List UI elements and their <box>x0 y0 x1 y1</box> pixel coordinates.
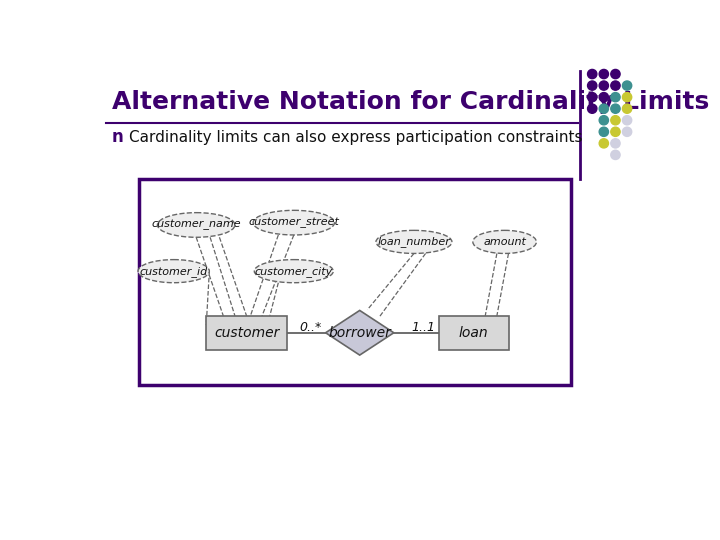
Circle shape <box>588 81 597 90</box>
Circle shape <box>599 104 608 113</box>
Text: 1..1: 1..1 <box>411 321 436 334</box>
Text: customer_city: customer_city <box>255 266 333 276</box>
Text: 0..*: 0..* <box>299 321 321 334</box>
FancyBboxPatch shape <box>139 179 571 385</box>
Text: Alternative Notation for Cardinality Limits: Alternative Notation for Cardinality Lim… <box>112 90 709 114</box>
FancyBboxPatch shape <box>206 316 287 350</box>
Circle shape <box>622 127 631 137</box>
Text: n: n <box>112 128 123 146</box>
Ellipse shape <box>158 213 235 237</box>
Circle shape <box>611 116 620 125</box>
Ellipse shape <box>253 210 335 235</box>
Circle shape <box>599 81 608 90</box>
Circle shape <box>611 70 620 79</box>
Text: Cardinality limits can also express participation constraints: Cardinality limits can also express part… <box>129 130 582 145</box>
Circle shape <box>599 127 608 137</box>
FancyBboxPatch shape <box>438 316 508 350</box>
Ellipse shape <box>254 260 333 283</box>
Circle shape <box>599 139 608 148</box>
Text: customer: customer <box>214 326 279 340</box>
Polygon shape <box>325 310 394 355</box>
Circle shape <box>622 92 631 102</box>
Circle shape <box>611 127 620 137</box>
Circle shape <box>588 92 597 102</box>
Circle shape <box>611 104 620 113</box>
Circle shape <box>599 116 608 125</box>
Circle shape <box>611 150 620 159</box>
Circle shape <box>611 139 620 148</box>
Text: borrower: borrower <box>328 326 391 340</box>
Circle shape <box>611 81 620 90</box>
Ellipse shape <box>473 231 536 253</box>
Ellipse shape <box>138 260 210 283</box>
Circle shape <box>588 104 597 113</box>
Text: amount: amount <box>483 237 526 247</box>
Circle shape <box>622 81 631 90</box>
Circle shape <box>599 70 608 79</box>
Ellipse shape <box>376 231 452 253</box>
Text: customer_name: customer_name <box>151 220 241 230</box>
Circle shape <box>611 92 620 102</box>
Text: customer_street: customer_street <box>248 218 339 228</box>
Circle shape <box>588 70 597 79</box>
Circle shape <box>622 104 631 113</box>
Circle shape <box>622 116 631 125</box>
Text: loan: loan <box>459 326 488 340</box>
Circle shape <box>599 92 608 102</box>
Text: customer_id: customer_id <box>140 266 208 276</box>
Text: loan_number: loan_number <box>377 237 451 247</box>
